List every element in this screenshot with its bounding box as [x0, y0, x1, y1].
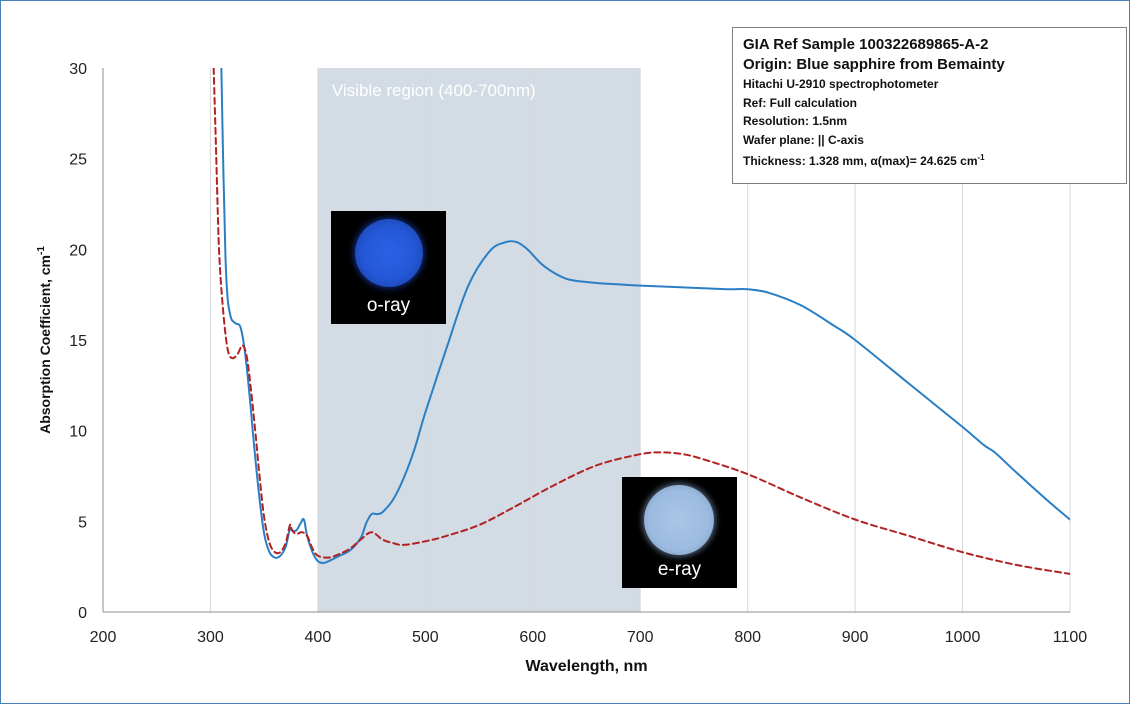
y-tick-label: 30 — [69, 61, 87, 78]
x-tick-label: 400 — [305, 629, 332, 646]
e-ray-label: e-ray — [657, 559, 702, 580]
x-axis-label: Wavelength, nm — [525, 658, 647, 675]
o-ray-label: o-ray — [366, 295, 411, 316]
y-axis-label-superscript: -1 — [36, 246, 47, 255]
y-tick-label: 5 — [78, 514, 87, 531]
thickness-superscript: -1 — [977, 153, 985, 162]
visible-region-band — [317, 68, 641, 612]
x-tick-label: 600 — [519, 629, 546, 646]
o-ray-color-disc — [355, 219, 423, 287]
sample-info-box: GIA Ref Sample 100322689865-A-2 Origin: … — [732, 27, 1127, 184]
visible-region-label: Visible region (400-700nm) — [332, 81, 536, 100]
e-ray-color-disc — [644, 485, 714, 555]
sample-origin: Origin: Blue sapphire from Bemainty — [743, 56, 1005, 73]
x-tick-label: 300 — [197, 629, 224, 646]
x-tick-labels: 200 300 400 500 600 700 800 900 1000 1100 — [90, 629, 1088, 646]
wafer-plane-line: Wafer plane: || C-axis — [743, 132, 864, 147]
e-ray-color-swatch: e-ray — [622, 477, 737, 588]
series-line-e-ray — [212, 68, 1070, 575]
y-tick-label: 10 — [69, 424, 87, 441]
y-tick-label: 15 — [69, 333, 87, 350]
instrument-line: Hitachi U-2910 spectrophotometer — [743, 77, 939, 91]
thickness-text: Thickness: 1.328 mm, α(max)= 24.625 cm — [743, 154, 978, 168]
sample-title: GIA Ref Sample 100322689865-A-2 — [743, 36, 989, 53]
y-tick-label: 0 — [78, 605, 87, 622]
reference-line: Ref: Full calculation — [743, 95, 858, 110]
x-tick-label: 500 — [412, 629, 439, 646]
o-ray-color-swatch: o-ray — [331, 211, 446, 324]
series-layer — [212, 68, 1070, 575]
y-axis-label-text: Absorption Coefficient, cm — [37, 255, 53, 434]
series-line-o-ray — [220, 68, 1070, 564]
thickness-line: Thickness: 1.328 mm, α(max)= 24.625 cm-1 — [743, 149, 1116, 171]
x-tick-label: 1100 — [1053, 629, 1088, 646]
y-tick-labels: 0 5 10 15 20 25 30 — [69, 61, 87, 622]
y-axis-label: Absorption Coefficient, cm-1 — [36, 246, 53, 434]
x-tick-label: 800 — [734, 629, 761, 646]
resolution-line: Resolution: 1.5nm — [743, 114, 848, 128]
x-tick-label: 900 — [842, 629, 869, 646]
y-tick-label: 25 — [69, 152, 87, 169]
x-tick-label: 700 — [627, 629, 654, 646]
x-tick-label: 200 — [90, 629, 117, 646]
y-tick-label: 20 — [69, 242, 87, 259]
x-tick-label: 1000 — [945, 629, 981, 646]
